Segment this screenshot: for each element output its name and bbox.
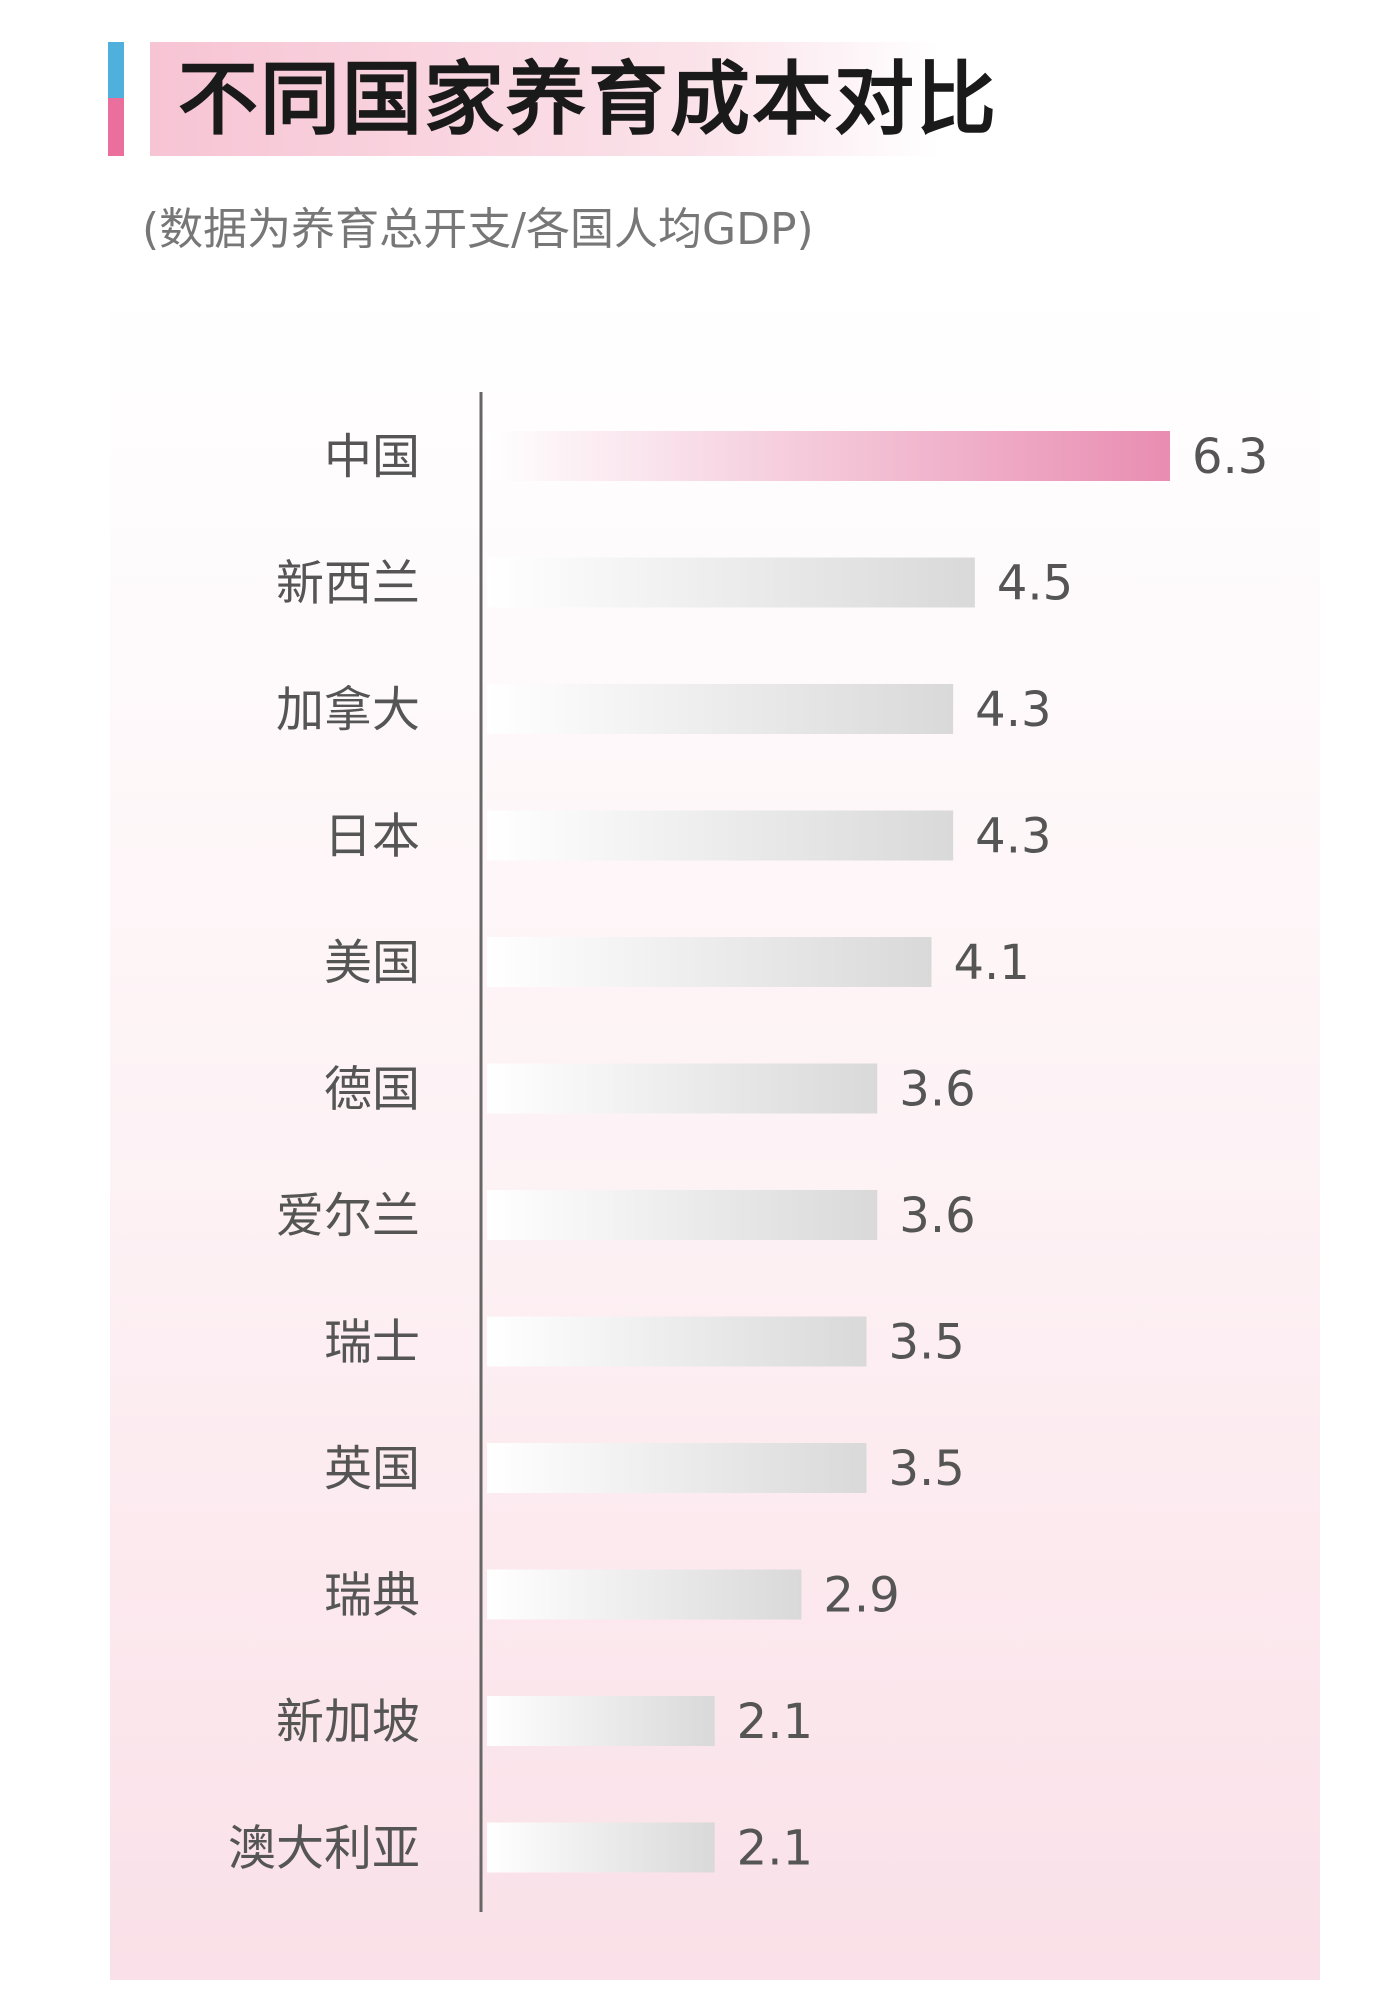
title-accent-blue xyxy=(108,42,124,98)
bar xyxy=(487,937,932,987)
category-label: 德国 xyxy=(324,1062,420,1118)
category-label: 中国 xyxy=(324,429,420,485)
category-label: 新加坡 xyxy=(276,1694,420,1750)
value-label: 2.1 xyxy=(737,1821,813,1877)
category-label: 新西兰 xyxy=(276,556,420,612)
bar xyxy=(487,1063,878,1114)
value-label: 4.3 xyxy=(975,809,1051,865)
chart-title: 不同国家养育成本对比 xyxy=(178,53,998,146)
title-accent-pink xyxy=(108,98,124,156)
value-label: 3.6 xyxy=(899,1062,975,1118)
category-label: 日本 xyxy=(324,809,420,865)
bar xyxy=(487,431,1170,481)
title-banner xyxy=(150,42,940,156)
value-label: 3.5 xyxy=(888,1315,964,1371)
value-label: 2.1 xyxy=(737,1694,813,1750)
bar xyxy=(487,1696,715,1746)
value-label: 4.1 xyxy=(953,935,1029,991)
category-label: 美国 xyxy=(324,935,420,991)
category-label: 瑞典 xyxy=(324,1568,420,1624)
category-label: 加拿大 xyxy=(276,682,420,738)
bar xyxy=(487,557,975,608)
value-label: 4.5 xyxy=(997,556,1073,612)
category-label: 爱尔兰 xyxy=(276,1188,420,1244)
value-label: 3.5 xyxy=(888,1441,964,1497)
bar xyxy=(487,1316,867,1367)
bar xyxy=(487,810,954,861)
bar xyxy=(487,1190,878,1240)
value-label: 3.6 xyxy=(899,1188,975,1244)
bar xyxy=(487,1569,802,1620)
category-label: 瑞士 xyxy=(324,1315,420,1371)
chart-subtitle: (数据为养育总开支/各国人均GDP) xyxy=(142,204,814,255)
category-label: 英国 xyxy=(324,1441,420,1497)
value-label: 4.3 xyxy=(975,682,1051,738)
value-label: 6.3 xyxy=(1192,429,1268,485)
value-label: 2.9 xyxy=(823,1568,899,1624)
bar xyxy=(487,684,954,734)
category-label: 澳大利亚 xyxy=(228,1821,420,1877)
bar xyxy=(487,1443,867,1493)
bar xyxy=(487,1822,715,1873)
